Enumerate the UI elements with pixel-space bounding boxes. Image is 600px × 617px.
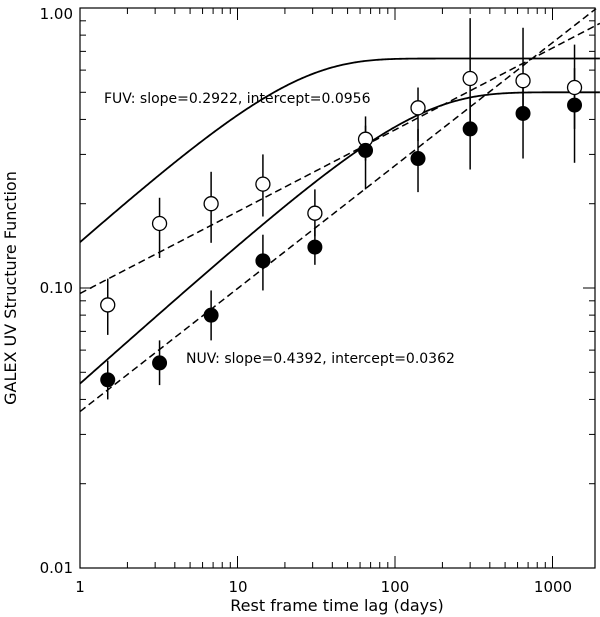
nuv-data-point xyxy=(203,307,219,323)
x-tick-label: 10 xyxy=(228,578,247,596)
nuv-data-point xyxy=(515,105,531,121)
fuv-data-point xyxy=(566,79,583,96)
y-axis-label: GALEX UV Structure Function xyxy=(1,171,20,405)
fuv-data-point xyxy=(100,297,116,313)
error-bars xyxy=(106,18,576,400)
nuv-data-point xyxy=(152,355,168,371)
model-fit-line xyxy=(79,91,600,385)
nuv-fit-annotation: NUV: slope=0.4392, intercept=0.0362 xyxy=(186,351,455,367)
power-law-fit-line xyxy=(79,8,597,413)
fuv-data-point xyxy=(307,205,323,221)
nuv-data-point xyxy=(255,253,271,269)
fuv-data-point xyxy=(151,215,168,232)
x-tick-label: 100 xyxy=(381,578,410,596)
nuv-data-point xyxy=(410,151,426,167)
x-tick-label: 1 xyxy=(75,578,85,596)
y-tick-label: 0.10 xyxy=(40,279,73,297)
fit-lines xyxy=(79,8,600,413)
fuv-fit-annotation: FUV: slope=0.2922, intercept=0.0956 xyxy=(104,91,371,107)
x-axis-label: Rest frame time lag (days) xyxy=(230,596,443,615)
fuv-data-point xyxy=(515,73,531,89)
nuv-data-point xyxy=(307,239,323,255)
data-points xyxy=(100,70,583,388)
plot-frame xyxy=(79,7,596,569)
fuv-data-point xyxy=(410,100,426,116)
power-law-fit-line xyxy=(79,22,600,295)
nuv-data-point xyxy=(462,121,478,137)
fuv-data-point xyxy=(255,176,271,192)
nuv-data-point xyxy=(567,97,583,113)
y-tick-label: 1.00 xyxy=(40,5,73,23)
nuv-data-point xyxy=(358,142,374,158)
nuv-data-point xyxy=(100,372,116,388)
y-tick-label: 0.01 xyxy=(40,559,73,577)
x-tick-label: 1000 xyxy=(534,578,572,596)
axis-ticks xyxy=(80,8,595,568)
model-fit-line xyxy=(79,57,600,243)
fuv-data-point xyxy=(203,196,219,212)
fuv-data-point xyxy=(462,70,478,87)
